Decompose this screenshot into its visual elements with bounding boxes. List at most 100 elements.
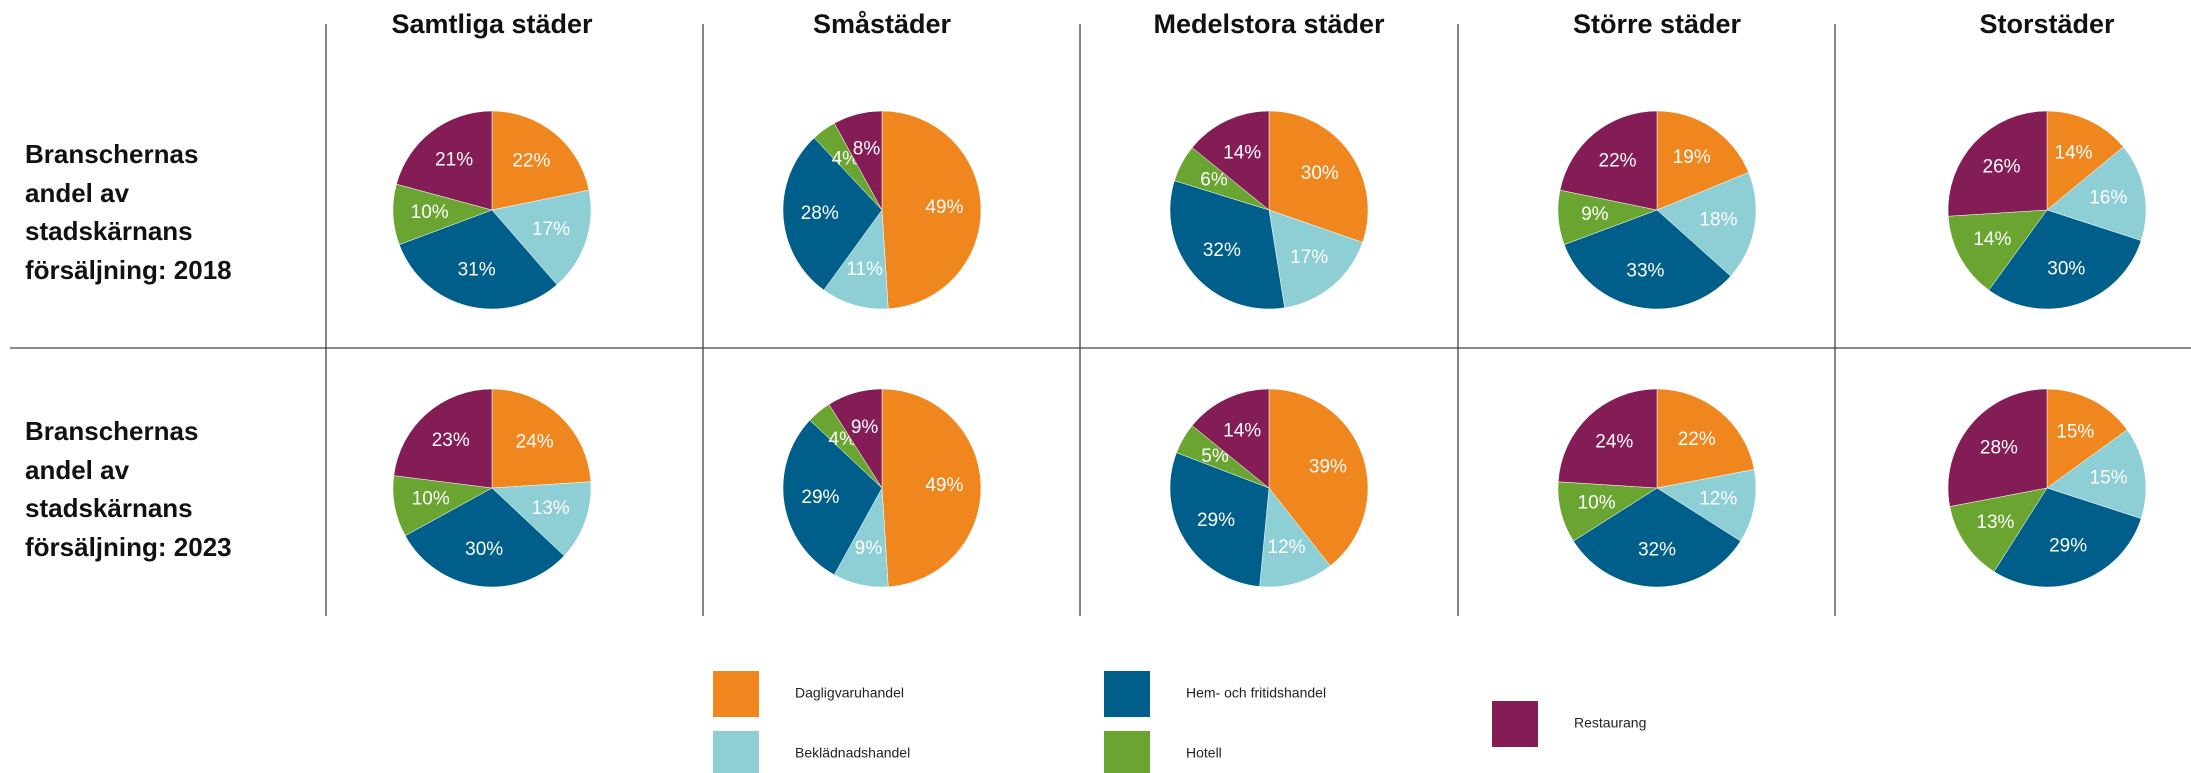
- data-label: 22%: [1678, 429, 1716, 450]
- pie-slice: [833, 110, 883, 211]
- pie-slice: [1656, 388, 1755, 489]
- data-label: 14%: [1223, 143, 1261, 164]
- data-label: 12%: [1699, 489, 1737, 510]
- data-label: 10%: [1578, 493, 1616, 514]
- data-label: 9%: [851, 417, 879, 438]
- legend-label: Dagligvaruhandel: [795, 685, 904, 701]
- data-label: 9%: [1581, 204, 1609, 225]
- pie-slice: [1656, 469, 1757, 542]
- data-label: 17%: [532, 219, 570, 240]
- legend-label: Hem- och fritidshandel: [1186, 685, 1326, 701]
- legend-swatch: [713, 671, 759, 717]
- data-label: 32%: [1638, 539, 1676, 560]
- data-label: 26%: [1983, 156, 2021, 177]
- pie-slice: [2046, 429, 2147, 519]
- legend-swatch: [1104, 671, 1150, 717]
- data-label: 28%: [801, 203, 839, 224]
- pie-slice: [1993, 487, 2142, 588]
- pie-slice: [491, 189, 592, 286]
- pie-slice: [1988, 209, 2142, 310]
- pie-slice: [1947, 209, 2048, 291]
- data-label: 29%: [2049, 536, 2087, 557]
- data-label: 29%: [801, 487, 839, 508]
- data-label: 14%: [1973, 229, 2011, 250]
- data-label: 10%: [411, 202, 449, 223]
- data-label: 31%: [458, 259, 496, 280]
- pie-slice: [1947, 110, 2048, 217]
- pie-slice: [1191, 110, 1270, 211]
- data-label: 22%: [1599, 151, 1637, 172]
- pie-slice: [823, 209, 889, 310]
- column-title: Småstäder: [813, 9, 952, 39]
- data-label: 30%: [465, 539, 503, 560]
- data-label: 11%: [846, 259, 883, 280]
- data-label: 18%: [1699, 210, 1737, 231]
- pie-slice: [881, 388, 982, 588]
- data-label: 14%: [2055, 143, 2093, 164]
- pie-slice: [2046, 146, 2147, 241]
- pie-slice: [1259, 487, 1331, 588]
- pie-slice: [2046, 110, 2124, 211]
- data-label: 15%: [2090, 467, 2128, 488]
- data-label: 39%: [1309, 457, 1347, 478]
- pie-slice: [491, 110, 590, 211]
- column-title: Samtliga städer: [391, 9, 593, 39]
- pie-slice: [1559, 110, 1658, 211]
- pie-slice: [393, 388, 493, 489]
- data-label: 19%: [1673, 147, 1711, 168]
- pie-slice: [1949, 487, 2048, 572]
- data-label: 24%: [1595, 432, 1633, 453]
- pie-slice: [782, 137, 883, 291]
- data-label: 49%: [925, 475, 963, 496]
- pie-slice: [491, 388, 592, 489]
- pie-slice: [1268, 110, 1369, 243]
- pie-slice: [1947, 388, 2048, 507]
- data-label: 8%: [853, 139, 881, 160]
- row-title: Branschernas andel av stadskärnans försä…: [25, 416, 232, 562]
- data-label: 29%: [1197, 510, 1235, 531]
- column-title: Medelstora städer: [1153, 9, 1385, 39]
- pie-slice: [1656, 110, 1749, 211]
- pie-slice: [1268, 209, 1363, 309]
- data-label: 23%: [432, 430, 470, 451]
- column-title: Storstäder: [1979, 9, 2115, 39]
- pie-slice: [828, 388, 883, 489]
- data-label: 15%: [2056, 421, 2094, 442]
- data-label: 28%: [1980, 437, 2018, 458]
- data-label: 30%: [2047, 258, 2085, 279]
- row-title: Branschernas andel av stadskärnans försä…: [25, 139, 232, 285]
- pie-slice: [1557, 388, 1658, 489]
- pie-slice: [1563, 209, 1732, 310]
- legend-swatch: [713, 731, 759, 773]
- data-label: 6%: [1200, 170, 1228, 191]
- pie-slice: [1268, 388, 1369, 567]
- pie-slice: [1573, 487, 1741, 588]
- legend-swatch: [1104, 731, 1150, 773]
- legend-label: Beklädnadshandel: [795, 745, 910, 761]
- pie-slice: [1656, 172, 1757, 277]
- data-label: 21%: [435, 149, 473, 170]
- data-label: 12%: [1268, 537, 1306, 558]
- pie-slice: [396, 110, 493, 211]
- pie-slice: [782, 419, 883, 576]
- column-title: Större städer: [1573, 9, 1742, 39]
- pie-slice: [404, 487, 565, 588]
- legend-label: Hotell: [1186, 745, 1222, 761]
- data-label: 14%: [1223, 421, 1261, 442]
- data-label: 49%: [925, 197, 963, 218]
- data-label: 32%: [1203, 240, 1241, 261]
- pie-slice: [491, 481, 592, 557]
- data-label: 13%: [532, 498, 570, 519]
- legend-label: Restaurang: [1574, 715, 1646, 731]
- legend-swatch: [1492, 701, 1538, 747]
- data-label: 5%: [1201, 446, 1229, 467]
- pie-slice: [398, 209, 558, 310]
- data-label: 16%: [2089, 187, 2127, 208]
- data-label: 13%: [1976, 512, 2014, 533]
- data-label: 10%: [412, 489, 450, 510]
- data-label: 9%: [855, 538, 883, 559]
- data-label: 33%: [1626, 260, 1664, 281]
- data-label: 22%: [512, 151, 550, 172]
